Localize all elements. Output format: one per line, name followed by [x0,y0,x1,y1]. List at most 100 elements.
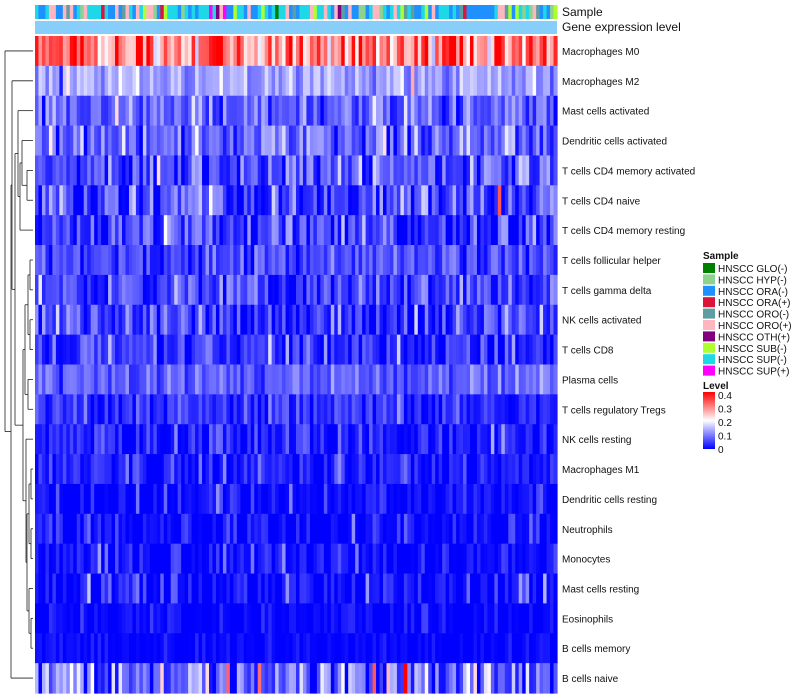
heatmap-cell [128,245,134,276]
heatmap-cell [240,274,245,306]
heatmap-cell [174,573,179,605]
heatmap-cell [428,334,433,366]
heatmap-cell [181,215,186,246]
heatmap-cell [122,215,127,246]
heatmap-cell [275,603,280,634]
heatmap-cell [69,513,74,545]
heatmap-cell [452,394,457,425]
heatmap-cell [149,215,154,246]
sample-annotation-cell [306,5,311,19]
heatmap-cell [494,543,499,575]
heatmap-cell [202,394,207,425]
heatmap-cell [511,304,516,336]
heatmap-cell [41,95,47,127]
heatmap-cell [236,155,241,186]
heatmap-cell [181,424,186,455]
heatmap-cell [264,394,269,425]
heatmap-cell [90,245,95,276]
heatmap-cell [518,304,523,336]
heatmap-cell [355,483,360,515]
heatmap-cell [177,603,182,634]
heatmap-cell [522,65,527,97]
heatmap-cell [59,274,64,306]
heatmap-cell [372,633,377,664]
heatmap-cell [264,65,269,97]
heatmap-cell [403,364,408,395]
heatmap-cell [487,663,492,694]
heatmap-cell [55,573,60,605]
heatmap-cell [407,65,412,97]
heatmap-cell [330,513,335,545]
heatmap-cell [191,424,196,455]
heatmap-cell [452,454,457,485]
heatmap-cell [536,125,541,157]
heatmap-cell [198,663,203,694]
heatmap-cell [316,394,321,425]
heatmap-cell [553,603,558,634]
heatmap-cell [66,663,71,694]
heatmap-cell [550,155,555,186]
heatmap-cell [101,603,106,634]
heatmap-cell [55,245,60,276]
heatmap-cell [122,394,127,425]
heatmap-cell [369,185,374,216]
heatmap-cell [275,394,280,425]
heatmap-cell [278,65,283,97]
heatmap-cell [184,394,189,425]
heatmap-cell [313,334,318,366]
heatmap-cell [264,513,269,545]
heatmap-cell [38,483,43,515]
heatmap-cell [362,424,367,455]
sample-annotation-cell [163,5,168,19]
heatmap-cell [76,95,81,127]
heatmap-cell [452,543,457,575]
heatmap-cell [52,513,57,545]
heatmap-cell [268,573,273,605]
heatmap-cell [536,543,541,575]
heatmap-cell [195,633,200,664]
heatmap-cell [442,304,447,336]
heatmap-cell [215,274,221,306]
heatmap-cell [362,663,367,694]
heatmap-cell [48,215,53,246]
heatmap-cell [125,633,130,664]
sample-annotation-cell [403,5,408,19]
heatmap-cell [421,633,426,664]
heatmap-cell [296,543,301,575]
heatmap-cell [229,185,234,216]
heatmap-cell [247,454,252,485]
heatmap-cell [410,125,415,157]
heatmap-cell [35,65,40,97]
heatmap-cell [250,125,255,157]
heatmap-cell [334,36,339,67]
heatmap-cell [264,334,269,366]
heatmap-cell [313,36,318,67]
heatmap-cell [167,95,172,127]
heatmap-cell [351,663,356,694]
heatmap-cell [156,394,161,425]
heatmap-cell [299,245,304,276]
heatmap-cell [515,603,520,634]
heatmap-cell [149,274,154,306]
heatmap-cell [362,364,367,395]
heatmap-cell [94,65,99,97]
heatmap-cell [400,215,405,246]
heatmap-cell [59,663,64,694]
heatmap-cell [452,483,457,515]
heatmap-cell [414,663,419,694]
sample-annotation-cell [379,5,384,19]
heatmap-cell [473,334,478,366]
heatmap-cell [504,543,509,575]
heatmap-cell [452,364,457,395]
heatmap-cell [90,483,95,515]
heatmap-cell [403,185,408,216]
heatmap-cell [341,95,346,127]
heatmap-cell [428,633,433,664]
heatmap-cell [296,36,301,67]
heatmap-cell [532,663,537,694]
heatmap-cell [170,543,175,575]
heatmap-cell [188,543,193,575]
heatmap-cell [142,36,147,67]
